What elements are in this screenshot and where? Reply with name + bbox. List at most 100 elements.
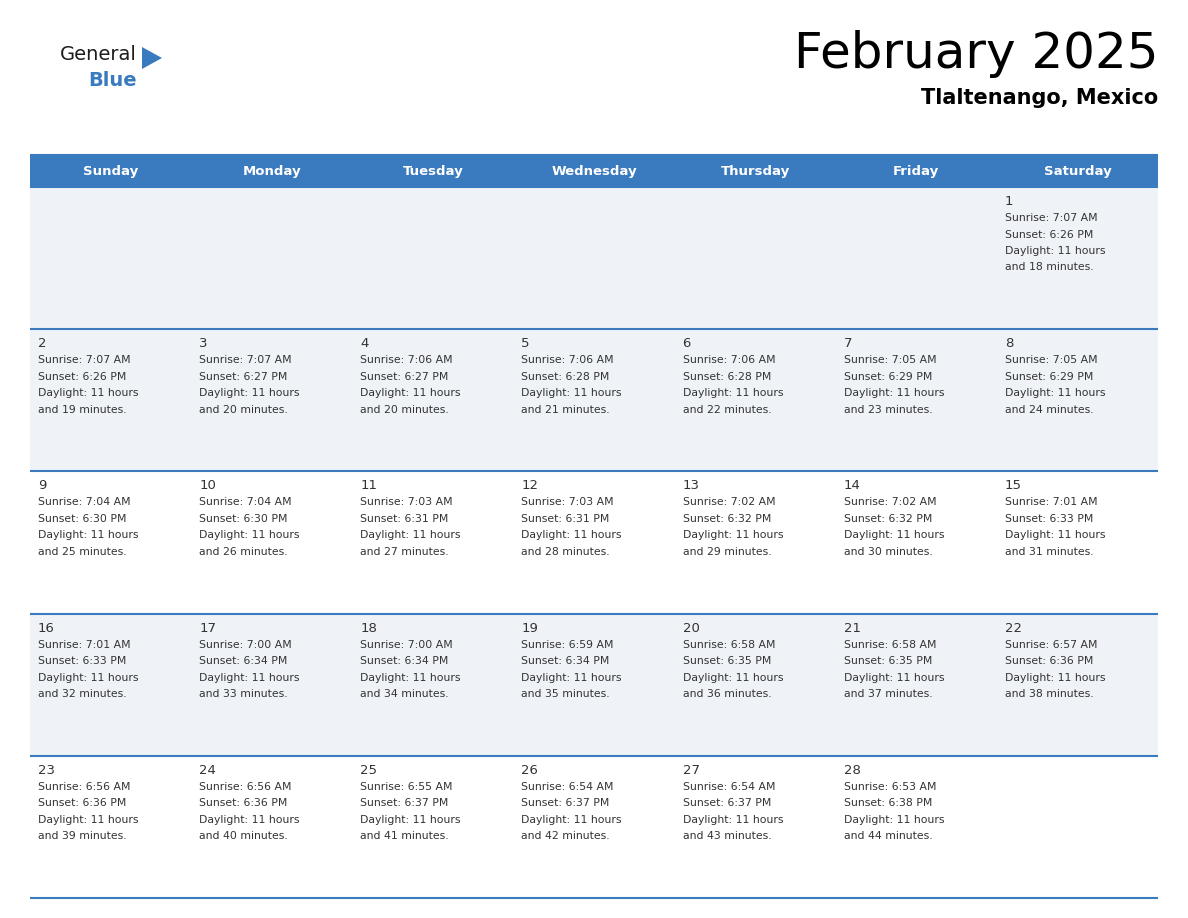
Text: Sunset: 6:27 PM: Sunset: 6:27 PM — [200, 372, 287, 382]
Text: and 27 minutes.: and 27 minutes. — [360, 547, 449, 557]
Text: and 31 minutes.: and 31 minutes. — [1005, 547, 1093, 557]
Text: Daylight: 11 hours: Daylight: 11 hours — [522, 673, 623, 683]
Text: 18: 18 — [360, 621, 377, 634]
Text: and 22 minutes.: and 22 minutes. — [683, 405, 771, 415]
Bar — [513, 613, 675, 756]
Text: 22: 22 — [1005, 621, 1022, 634]
Text: Daylight: 11 hours: Daylight: 11 hours — [683, 673, 783, 683]
Text: Sunset: 6:26 PM: Sunset: 6:26 PM — [1005, 230, 1093, 240]
Text: Sunrise: 6:55 AM: Sunrise: 6:55 AM — [360, 782, 453, 792]
Text: Saturday: Saturday — [1043, 164, 1111, 177]
Text: Sunrise: 6:57 AM: Sunrise: 6:57 AM — [1005, 640, 1098, 650]
Text: 13: 13 — [683, 479, 700, 492]
Bar — [675, 613, 835, 756]
Bar — [191, 613, 353, 756]
Text: Daylight: 11 hours: Daylight: 11 hours — [522, 388, 623, 398]
Text: Sunrise: 7:01 AM: Sunrise: 7:01 AM — [1005, 498, 1098, 508]
Text: Sunrise: 7:05 AM: Sunrise: 7:05 AM — [843, 355, 936, 365]
Bar — [675, 330, 835, 472]
Text: Sunset: 6:29 PM: Sunset: 6:29 PM — [843, 372, 933, 382]
Bar — [30, 756, 191, 898]
Text: Sunset: 6:36 PM: Sunset: 6:36 PM — [200, 799, 287, 809]
Text: 3: 3 — [200, 337, 208, 350]
Text: 26: 26 — [522, 764, 538, 777]
Text: Sunset: 6:28 PM: Sunset: 6:28 PM — [522, 372, 609, 382]
Text: Sunrise: 6:54 AM: Sunrise: 6:54 AM — [522, 782, 614, 792]
Text: 25: 25 — [360, 764, 378, 777]
Bar — [30, 613, 191, 756]
Text: 23: 23 — [38, 764, 55, 777]
Text: and 24 minutes.: and 24 minutes. — [1005, 405, 1093, 415]
Bar — [675, 155, 835, 187]
Bar — [30, 330, 191, 472]
Text: Thursday: Thursday — [720, 164, 790, 177]
Text: Tuesday: Tuesday — [403, 164, 463, 177]
Text: Daylight: 11 hours: Daylight: 11 hours — [522, 815, 623, 824]
Text: Daylight: 11 hours: Daylight: 11 hours — [1005, 531, 1105, 541]
Text: Monday: Monday — [242, 164, 301, 177]
Text: Sunrise: 6:58 AM: Sunrise: 6:58 AM — [843, 640, 936, 650]
Bar — [353, 613, 513, 756]
Text: Daylight: 11 hours: Daylight: 11 hours — [200, 531, 299, 541]
Text: and 34 minutes.: and 34 minutes. — [360, 689, 449, 700]
Bar — [513, 187, 675, 330]
Text: Sunrise: 7:06 AM: Sunrise: 7:06 AM — [360, 355, 453, 365]
Text: Sunrise: 7:07 AM: Sunrise: 7:07 AM — [38, 355, 131, 365]
Bar — [191, 187, 353, 330]
Bar — [835, 613, 997, 756]
Text: and 42 minutes.: and 42 minutes. — [522, 832, 611, 841]
Text: Sunrise: 7:02 AM: Sunrise: 7:02 AM — [843, 498, 936, 508]
Text: Sunrise: 6:56 AM: Sunrise: 6:56 AM — [38, 782, 131, 792]
Text: 28: 28 — [843, 764, 860, 777]
Text: and 43 minutes.: and 43 minutes. — [683, 832, 771, 841]
Text: Sunrise: 6:56 AM: Sunrise: 6:56 AM — [200, 782, 291, 792]
Bar — [513, 756, 675, 898]
Bar — [191, 472, 353, 613]
Text: Sunset: 6:34 PM: Sunset: 6:34 PM — [200, 656, 287, 666]
Text: Daylight: 11 hours: Daylight: 11 hours — [38, 388, 139, 398]
Bar — [353, 155, 513, 187]
Text: Sunrise: 7:06 AM: Sunrise: 7:06 AM — [683, 355, 776, 365]
Text: Sunset: 6:33 PM: Sunset: 6:33 PM — [1005, 514, 1093, 524]
Text: 27: 27 — [683, 764, 700, 777]
Text: and 41 minutes.: and 41 minutes. — [360, 832, 449, 841]
Text: Daylight: 11 hours: Daylight: 11 hours — [683, 531, 783, 541]
Text: 19: 19 — [522, 621, 538, 634]
Text: Daylight: 11 hours: Daylight: 11 hours — [200, 673, 299, 683]
Text: and 35 minutes.: and 35 minutes. — [522, 689, 611, 700]
Text: Daylight: 11 hours: Daylight: 11 hours — [843, 388, 944, 398]
Text: 4: 4 — [360, 337, 368, 350]
Text: Sunset: 6:38 PM: Sunset: 6:38 PM — [843, 799, 933, 809]
Text: and 38 minutes.: and 38 minutes. — [1005, 689, 1093, 700]
Text: General: General — [61, 45, 137, 64]
Text: Daylight: 11 hours: Daylight: 11 hours — [360, 673, 461, 683]
Text: Daylight: 11 hours: Daylight: 11 hours — [38, 531, 139, 541]
Text: Daylight: 11 hours: Daylight: 11 hours — [843, 815, 944, 824]
Text: Daylight: 11 hours: Daylight: 11 hours — [683, 388, 783, 398]
Text: 21: 21 — [843, 621, 861, 634]
Text: and 29 minutes.: and 29 minutes. — [683, 547, 771, 557]
Text: Sunrise: 6:54 AM: Sunrise: 6:54 AM — [683, 782, 775, 792]
Text: 17: 17 — [200, 621, 216, 634]
Bar — [513, 330, 675, 472]
Text: 5: 5 — [522, 337, 530, 350]
Text: Sunset: 6:36 PM: Sunset: 6:36 PM — [1005, 656, 1093, 666]
Text: Sunset: 6:33 PM: Sunset: 6:33 PM — [38, 656, 126, 666]
Bar — [835, 330, 997, 472]
Text: Daylight: 11 hours: Daylight: 11 hours — [200, 815, 299, 824]
Text: Sunset: 6:31 PM: Sunset: 6:31 PM — [360, 514, 449, 524]
Bar — [353, 756, 513, 898]
Text: Sunset: 6:35 PM: Sunset: 6:35 PM — [843, 656, 933, 666]
Bar — [675, 187, 835, 330]
Bar — [191, 155, 353, 187]
Text: Daylight: 11 hours: Daylight: 11 hours — [1005, 246, 1105, 256]
Text: Tlaltenango, Mexico: Tlaltenango, Mexico — [921, 88, 1158, 108]
Text: Daylight: 11 hours: Daylight: 11 hours — [360, 531, 461, 541]
Text: Sunset: 6:32 PM: Sunset: 6:32 PM — [683, 514, 771, 524]
Text: 2: 2 — [38, 337, 46, 350]
Text: Daylight: 11 hours: Daylight: 11 hours — [1005, 673, 1105, 683]
Bar — [353, 472, 513, 613]
Text: Friday: Friday — [893, 164, 940, 177]
Text: Daylight: 11 hours: Daylight: 11 hours — [843, 673, 944, 683]
Text: 7: 7 — [843, 337, 852, 350]
